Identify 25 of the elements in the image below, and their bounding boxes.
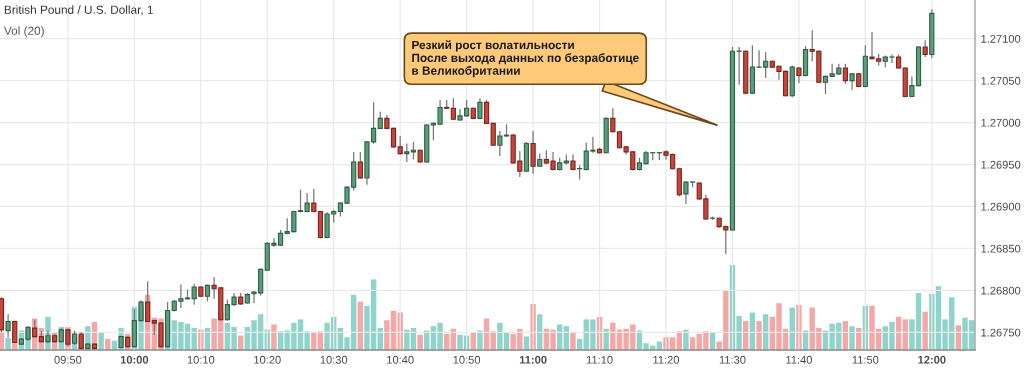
x-tick-label: 11:30 [719, 355, 746, 364]
y-tick-label: 1.26800 [981, 286, 1021, 295]
y-tick-label: 1.26950 [981, 160, 1021, 169]
y-tick-label: 1.26850 [981, 244, 1021, 253]
y-tick-label: 1.26750 [981, 328, 1021, 337]
x-tick-label: 10:20 [254, 355, 281, 364]
x-tick-label: 10:10 [187, 355, 215, 364]
y-tick-label: 1.27100 [981, 34, 1021, 43]
x-tick-label: 11:20 [653, 355, 680, 364]
x-tick-label: 12:00 [918, 355, 946, 364]
x-tick-label: 10:40 [387, 355, 414, 364]
y-tick-label: 1.27000 [981, 118, 1021, 127]
x-tick-label: 10:50 [453, 355, 481, 364]
y-tick-label: 1.27050 [981, 76, 1021, 85]
text: Vol (20) [3, 26, 44, 38]
chart-title: British Pound / U.S. Dollar, 1 [4, 5, 153, 16]
x-tick-label: 10:30 [320, 355, 348, 364]
x-tick-label: 11:00 [519, 355, 547, 364]
x-tick-label: 11:50 [852, 355, 879, 364]
y-tick-label: 1.26900 [981, 202, 1021, 211]
x-tick-label: 11:10 [586, 355, 613, 364]
x-tick-label: 11:40 [786, 355, 812, 364]
annotation: Резкий рост волатильности После выхода данных по безработице в Великобритании [412, 40, 639, 78]
x-tick-label: 10:00 [120, 355, 149, 364]
x-tick-label: 09:50 [54, 355, 82, 364]
